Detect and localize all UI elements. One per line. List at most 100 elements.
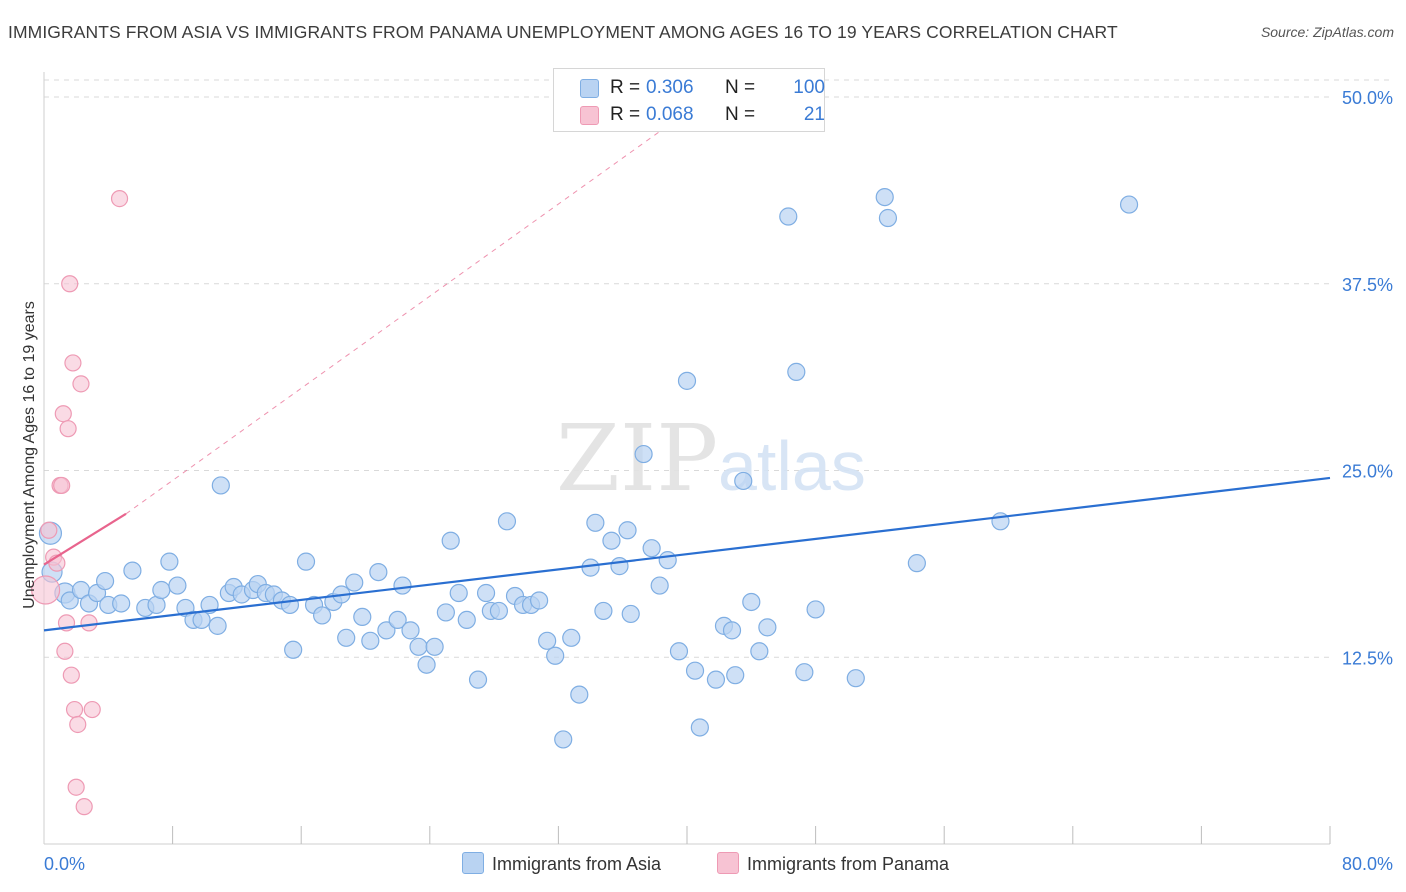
legend-r-value: 0.068 bbox=[646, 104, 694, 125]
point-panama bbox=[62, 666, 80, 684]
series-asia bbox=[38, 187, 1139, 749]
trend-line-panama bbox=[43, 512, 127, 566]
point-asia bbox=[436, 603, 455, 622]
point-asia bbox=[779, 207, 798, 226]
point-asia bbox=[296, 552, 316, 571]
gridlines bbox=[44, 79, 1392, 658]
point-asia bbox=[594, 601, 613, 621]
legend-swatch-panama bbox=[580, 106, 599, 125]
legend: R = 0.306 N = 100 R = 0.068 N = 21 bbox=[553, 68, 825, 132]
y-tick-label: 50.0% bbox=[1342, 88, 1393, 108]
point-asia bbox=[123, 561, 142, 580]
point-asia bbox=[586, 513, 605, 532]
point-asia bbox=[554, 730, 573, 749]
point-asia bbox=[60, 591, 79, 610]
point-asia bbox=[690, 718, 709, 737]
point-asia bbox=[152, 580, 171, 600]
legend-swatch-asia bbox=[580, 79, 599, 98]
point-asia bbox=[530, 591, 549, 610]
point-panama bbox=[83, 700, 101, 719]
legend-r-label: R = bbox=[610, 77, 641, 98]
point-asia bbox=[795, 663, 814, 682]
point-asia bbox=[211, 476, 230, 495]
point-asia bbox=[658, 551, 677, 570]
bottom-legend-swatch-panama bbox=[717, 852, 739, 874]
point-asia bbox=[618, 521, 637, 540]
point-asia bbox=[538, 631, 557, 650]
point-asia bbox=[734, 471, 753, 491]
point-asia bbox=[581, 558, 600, 577]
point-panama bbox=[67, 778, 85, 796]
point-asia bbox=[634, 444, 653, 464]
point-asia bbox=[337, 628, 356, 647]
point-asia bbox=[570, 685, 589, 704]
bottom-legend-swatch-asia bbox=[462, 852, 484, 874]
point-asia bbox=[361, 631, 380, 650]
point-asia bbox=[192, 610, 211, 630]
point-panama bbox=[64, 354, 82, 372]
point-asia bbox=[1119, 195, 1139, 214]
point-asia bbox=[669, 642, 689, 661]
point-asia bbox=[602, 531, 621, 550]
legend-n-label: N = bbox=[725, 77, 756, 98]
y-tick-label: 12.5% bbox=[1342, 648, 1393, 668]
point-asia bbox=[441, 531, 460, 550]
trend-line-asia bbox=[43, 476, 1331, 632]
chart-title: IMMIGRANTS FROM ASIA VS IMMIGRANTS FROM … bbox=[8, 22, 1118, 42]
point-asia bbox=[722, 621, 742, 640]
point-asia bbox=[168, 576, 187, 595]
point-asia bbox=[742, 592, 761, 612]
point-asia bbox=[758, 618, 777, 637]
point-asia bbox=[312, 606, 332, 625]
point-asia bbox=[377, 621, 396, 640]
point-asia bbox=[497, 512, 517, 531]
point-asia bbox=[388, 610, 407, 630]
point-asia bbox=[208, 616, 227, 635]
point-asia bbox=[284, 640, 303, 659]
point-panama bbox=[69, 715, 87, 734]
y-tick-label: 25.0% bbox=[1342, 462, 1393, 482]
point-panama bbox=[59, 420, 77, 438]
point-asia bbox=[726, 666, 745, 685]
point-panama bbox=[75, 798, 93, 816]
point-asia bbox=[706, 670, 726, 689]
point-asia bbox=[562, 628, 581, 647]
point-asia bbox=[621, 604, 640, 624]
point-asia bbox=[409, 637, 428, 656]
point-panama bbox=[110, 189, 129, 208]
y-axis-label: Unemployment Among Ages 16 to 19 years bbox=[21, 301, 38, 609]
point-asia bbox=[677, 371, 697, 390]
point-asia bbox=[449, 583, 468, 603]
legend-n-value: 21 bbox=[803, 104, 825, 125]
point-panama bbox=[65, 700, 84, 719]
legend-n-value: 100 bbox=[793, 77, 825, 98]
x-tick-label: 0.0% bbox=[44, 854, 85, 874]
point-asia bbox=[95, 571, 115, 591]
point-asia bbox=[393, 576, 412, 595]
watermark: ZIP atlas bbox=[556, 405, 866, 512]
legend-n-label: N = bbox=[725, 104, 756, 125]
point-panama bbox=[53, 476, 71, 495]
point-asia bbox=[468, 670, 488, 689]
point-asia bbox=[457, 610, 476, 630]
point-asia bbox=[353, 607, 372, 627]
point-asia bbox=[750, 642, 769, 661]
watermark-atlas: atlas bbox=[718, 427, 866, 505]
legend-r-value: 0.306 bbox=[646, 77, 694, 98]
point-asia bbox=[476, 583, 496, 603]
point-asia bbox=[787, 362, 806, 381]
bottom-legend-panama: Immigrants from Panama bbox=[717, 852, 949, 875]
point-asia bbox=[160, 552, 179, 571]
point-asia bbox=[401, 621, 420, 640]
point-asia bbox=[846, 669, 865, 688]
trend-lines bbox=[43, 111, 1331, 632]
point-asia bbox=[112, 594, 131, 613]
point-asia bbox=[650, 576, 669, 595]
point-asia bbox=[345, 573, 364, 592]
point-asia bbox=[806, 600, 825, 619]
point-asia bbox=[685, 661, 705, 680]
point-asia bbox=[417, 655, 436, 674]
point-asia bbox=[425, 637, 444, 656]
point-asia bbox=[280, 595, 300, 615]
